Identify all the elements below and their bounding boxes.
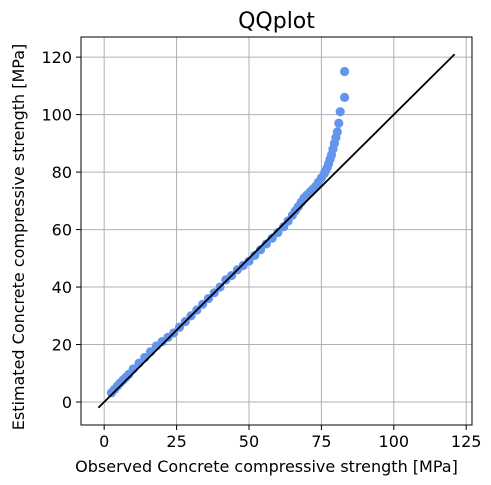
data-point [334, 118, 344, 128]
y-tick-label: 0 [62, 393, 72, 412]
x-axis: 0 25 50 75 100 125 [99, 425, 481, 451]
data-points [106, 66, 350, 398]
data-point [332, 127, 342, 137]
data-point-outlier [339, 66, 350, 77]
x-tick-label: 75 [311, 432, 331, 451]
data-point [250, 250, 260, 261]
y-tick-label: 120 [41, 48, 72, 67]
y-tick-label: 60 [52, 221, 72, 240]
x-tick-label: 100 [379, 432, 410, 451]
data-point [273, 227, 283, 238]
y-axis-label: Estimated Concrete compressive strength … [9, 44, 28, 431]
data-point [267, 233, 277, 243]
x-axis-label: Observed Concrete compressive strength [… [75, 457, 458, 476]
data-point [339, 92, 350, 102]
y-tick-label: 100 [41, 106, 72, 125]
reference-line [97, 53, 456, 409]
y-tick-label: 80 [52, 163, 72, 182]
data-point [261, 239, 271, 249]
data-point [335, 107, 345, 117]
x-tick-label: 25 [166, 432, 186, 451]
data-point [255, 245, 266, 255]
y-axis: 0 20 40 60 80 100 120 [41, 48, 81, 412]
data-point [244, 256, 254, 266]
x-tick-label: 50 [239, 432, 259, 451]
x-tick-label: 125 [451, 432, 482, 451]
plot-frame [80, 36, 473, 426]
y-tick-label: 40 [52, 278, 72, 297]
chart-title: QQplot [238, 9, 315, 34]
y-tick-label: 20 [52, 336, 72, 355]
grid [81, 37, 472, 425]
x-tick-label: 0 [99, 432, 109, 451]
